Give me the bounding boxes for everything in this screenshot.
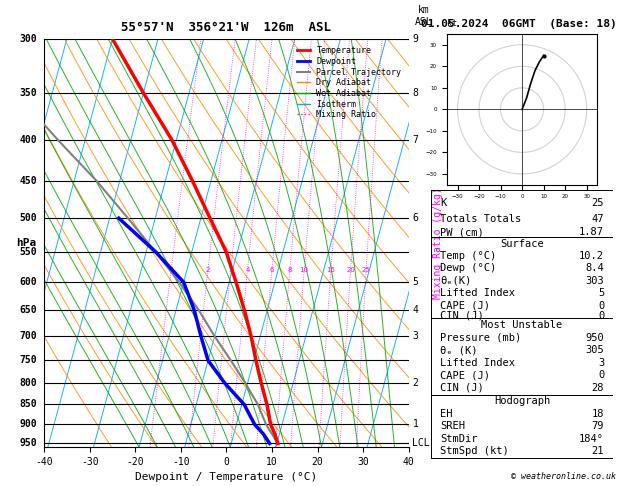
Text: 1: 1 xyxy=(169,267,174,273)
Text: CIN (J): CIN (J) xyxy=(440,311,484,321)
Text: 15: 15 xyxy=(326,267,335,273)
Text: PW (cm): PW (cm) xyxy=(440,227,484,238)
Text: 0: 0 xyxy=(598,301,604,311)
Text: SREH: SREH xyxy=(440,421,465,432)
Text: kt: kt xyxy=(447,18,457,28)
Text: 5: 5 xyxy=(413,277,418,287)
Text: 9: 9 xyxy=(413,34,418,44)
Text: 350: 350 xyxy=(19,88,36,98)
Text: 25: 25 xyxy=(592,198,604,208)
Text: Mixing Ratio (g/kg): Mixing Ratio (g/kg) xyxy=(433,187,443,299)
Text: 47: 47 xyxy=(592,214,604,224)
Text: K: K xyxy=(440,198,446,208)
Text: EH: EH xyxy=(440,409,452,419)
Text: 10.2: 10.2 xyxy=(579,251,604,261)
Text: Surface: Surface xyxy=(500,239,544,248)
Text: 550: 550 xyxy=(19,246,36,257)
Text: 400: 400 xyxy=(19,135,36,145)
Text: 700: 700 xyxy=(19,331,36,341)
X-axis label: Dewpoint / Temperature (°C): Dewpoint / Temperature (°C) xyxy=(135,472,318,483)
Text: CIN (J): CIN (J) xyxy=(440,382,484,393)
Text: 25: 25 xyxy=(362,267,370,273)
Text: 3: 3 xyxy=(228,267,233,273)
Legend: Temperature, Dewpoint, Parcel Trajectory, Dry Adiabat, Wet Adiabat, Isotherm, Mi: Temperature, Dewpoint, Parcel Trajectory… xyxy=(294,43,404,122)
Text: θₑ(K): θₑ(K) xyxy=(440,276,471,286)
Text: 6: 6 xyxy=(413,213,418,223)
Text: Dewp (°C): Dewp (°C) xyxy=(440,263,496,274)
Text: 2: 2 xyxy=(206,267,210,273)
Text: Hodograph: Hodograph xyxy=(494,397,550,406)
Text: 800: 800 xyxy=(19,378,36,388)
Text: 500: 500 xyxy=(19,213,36,223)
Text: θₑ (K): θₑ (K) xyxy=(440,345,477,355)
Text: StmSpd (kt): StmSpd (kt) xyxy=(440,446,509,456)
Text: km
ASL: km ASL xyxy=(415,5,432,27)
Text: hPa: hPa xyxy=(16,238,36,248)
Text: LCL: LCL xyxy=(413,438,430,449)
Text: Lifted Index: Lifted Index xyxy=(440,358,515,368)
Text: 2: 2 xyxy=(413,378,418,388)
Text: CAPE (J): CAPE (J) xyxy=(440,370,490,380)
Text: 3: 3 xyxy=(598,358,604,368)
Text: 184°: 184° xyxy=(579,434,604,444)
Text: 8: 8 xyxy=(287,267,292,273)
Text: 0: 0 xyxy=(598,311,604,321)
Text: 950: 950 xyxy=(19,438,36,449)
Text: CAPE (J): CAPE (J) xyxy=(440,301,490,311)
Text: 5: 5 xyxy=(598,288,604,298)
Text: Most Unstable: Most Unstable xyxy=(481,320,563,330)
Text: 21: 21 xyxy=(592,446,604,456)
Text: 900: 900 xyxy=(19,419,36,430)
Text: 7: 7 xyxy=(413,135,418,145)
Text: Lifted Index: Lifted Index xyxy=(440,288,515,298)
Text: 8.4: 8.4 xyxy=(586,263,604,274)
Text: 303: 303 xyxy=(586,276,604,286)
Text: 450: 450 xyxy=(19,176,36,186)
Text: 3: 3 xyxy=(413,331,418,341)
Text: 8: 8 xyxy=(413,88,418,98)
Text: © weatheronline.co.uk: © weatheronline.co.uk xyxy=(511,472,616,481)
Text: 600: 600 xyxy=(19,277,36,287)
Text: 4: 4 xyxy=(413,305,418,315)
Text: 10: 10 xyxy=(299,267,309,273)
Text: 79: 79 xyxy=(592,421,604,432)
Text: 6: 6 xyxy=(270,267,274,273)
Text: 28: 28 xyxy=(592,382,604,393)
Title: 55°57'N  356°21'W  126m  ASL: 55°57'N 356°21'W 126m ASL xyxy=(121,20,331,34)
Text: 850: 850 xyxy=(19,399,36,409)
Text: 750: 750 xyxy=(19,355,36,365)
Text: 18: 18 xyxy=(592,409,604,419)
Text: 1.87: 1.87 xyxy=(579,227,604,238)
Text: 950: 950 xyxy=(586,333,604,343)
Text: 4: 4 xyxy=(245,267,250,273)
Text: 300: 300 xyxy=(19,34,36,44)
Text: Temp (°C): Temp (°C) xyxy=(440,251,496,261)
Text: 20: 20 xyxy=(346,267,355,273)
Text: 650: 650 xyxy=(19,305,36,315)
Text: 1: 1 xyxy=(413,419,418,430)
Text: 305: 305 xyxy=(586,345,604,355)
Text: Pressure (mb): Pressure (mb) xyxy=(440,333,521,343)
Text: 0: 0 xyxy=(598,370,604,380)
Text: 01.05.2024  06GMT  (Base: 18): 01.05.2024 06GMT (Base: 18) xyxy=(421,19,617,30)
Text: StmDir: StmDir xyxy=(440,434,477,444)
Text: Totals Totals: Totals Totals xyxy=(440,214,521,224)
